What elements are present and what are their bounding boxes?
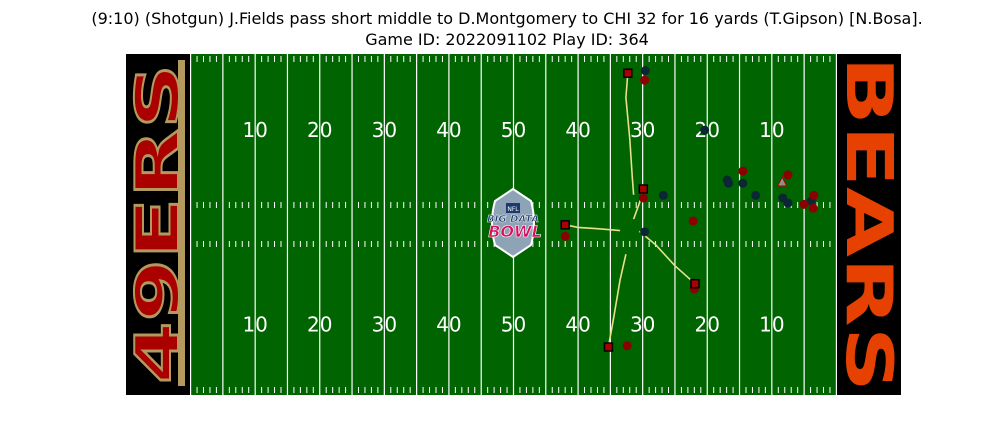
left-endzone: 49ERS bbox=[122, 54, 194, 395]
receiver-marker bbox=[603, 342, 614, 352]
receiver-marker bbox=[560, 220, 570, 230]
logo-line2: BOWL bbox=[488, 222, 542, 241]
logo-line1: BIG DATA bbox=[487, 214, 539, 225]
logo-shield bbox=[491, 187, 535, 259]
left-endzone-stripe bbox=[178, 60, 185, 386]
route-line bbox=[625, 73, 635, 195]
player-marker bbox=[724, 178, 734, 188]
player-marker bbox=[808, 203, 818, 213]
route-line bbox=[565, 224, 621, 232]
player-marker bbox=[622, 341, 632, 351]
player-marker bbox=[640, 66, 650, 76]
player-marker bbox=[751, 190, 761, 200]
route-line bbox=[607, 254, 627, 348]
player-marker bbox=[658, 190, 668, 200]
player-marker bbox=[640, 227, 650, 237]
player-marker bbox=[640, 75, 650, 85]
player-marker bbox=[700, 125, 710, 135]
yard-number: 40 bbox=[436, 118, 461, 142]
yard-numbers-bottom: 10 20 30 40 50 40 30 20 10 bbox=[242, 313, 784, 337]
nfl-shield-icon bbox=[506, 203, 520, 213]
yard-number: 30 bbox=[372, 118, 397, 142]
right-endzone-text: BEARS bbox=[831, 56, 905, 392]
hash-marks bbox=[196, 56, 831, 393]
yard-number: 10 bbox=[242, 118, 267, 142]
right-endzone-background bbox=[836, 54, 901, 395]
yard-number: 20 bbox=[695, 313, 720, 337]
yard-number: 40 bbox=[565, 118, 590, 142]
logo-top-text: NFL bbox=[507, 206, 519, 213]
player-marker bbox=[560, 231, 570, 241]
route-line bbox=[638, 230, 696, 285]
yard-number: 20 bbox=[307, 313, 332, 337]
receiver-marker bbox=[638, 184, 649, 194]
right-endzone: BEARS bbox=[831, 54, 905, 395]
player-marker bbox=[783, 198, 793, 208]
player-marker bbox=[783, 170, 793, 180]
yard-number: 30 bbox=[630, 118, 655, 142]
player-marker bbox=[688, 216, 698, 226]
player-marker bbox=[738, 178, 748, 188]
player-marker bbox=[738, 166, 748, 176]
receiver-marker bbox=[623, 68, 633, 78]
yard-number: 40 bbox=[436, 313, 461, 337]
receiver-marker bbox=[690, 278, 700, 289]
yard-number: 50 bbox=[501, 313, 526, 337]
route-lines bbox=[565, 73, 696, 348]
player-marker bbox=[638, 193, 648, 203]
yard-number: 10 bbox=[759, 313, 784, 337]
yard-number: 30 bbox=[372, 313, 397, 337]
football-field: 49ERS BEARS 10 20 30 40 50 40 30 20 10 10 20 30 40 5… bbox=[122, 54, 905, 395]
chart-title-line2: Game ID: 2022091102 Play ID: 364 bbox=[365, 30, 649, 49]
big-data-bowl-logo: NFL BIG DATA BOWL bbox=[487, 187, 542, 259]
player-markers bbox=[560, 66, 819, 352]
yard-number: 40 bbox=[565, 313, 590, 337]
ball-marker bbox=[776, 175, 788, 187]
player-marker bbox=[799, 199, 809, 209]
chart-title-line1: (9:10) (Shotgun) J.Fields pass short mid… bbox=[91, 9, 922, 28]
yard-number: 10 bbox=[242, 313, 267, 337]
yard-number: 30 bbox=[630, 313, 655, 337]
yard-number: 50 bbox=[501, 118, 526, 142]
yard-number: 10 bbox=[759, 118, 784, 142]
yard-number: 20 bbox=[307, 118, 332, 142]
player-marker bbox=[809, 190, 819, 200]
